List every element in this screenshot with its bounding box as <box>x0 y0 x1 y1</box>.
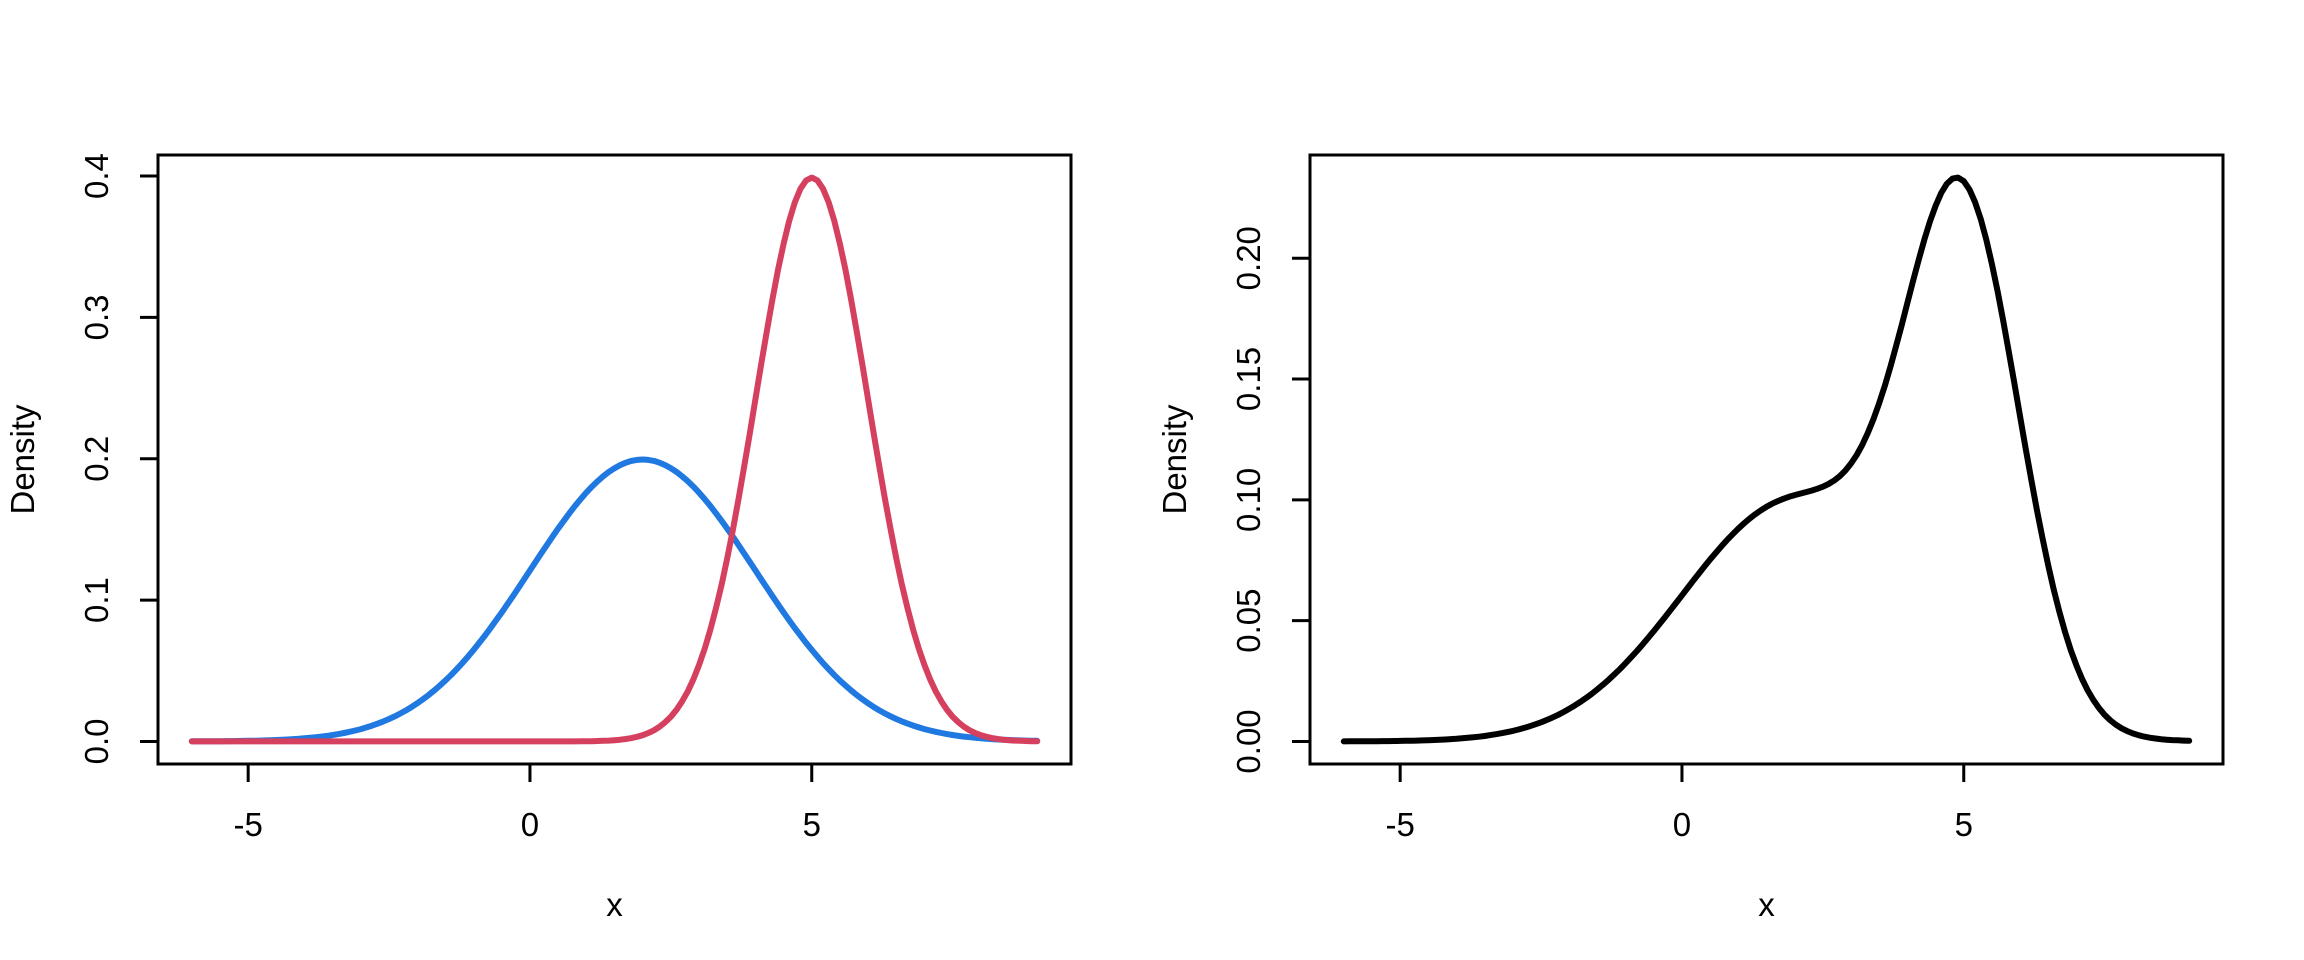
density-plot-right: -5 0 5 0.00 0.05 0.10 0.15 0.20 x Density <box>1156 153 2225 923</box>
y-axis-tick-label: 0.2 <box>78 436 115 482</box>
y-axis-tick-label: 0.4 <box>78 153 115 199</box>
x-axis-title: x <box>1758 886 1775 923</box>
y-axis-title: Density <box>4 404 41 515</box>
y-axis-tick-label: 0.3 <box>78 294 115 340</box>
density-curve-normal-mean5-sd1 <box>188 174 1041 745</box>
x-axis-tick-label: -5 <box>1386 806 1415 843</box>
plot-box <box>1308 153 2225 766</box>
y-axis-tick-label: 0.15 <box>1230 347 1267 411</box>
y-axis-tick-label: 0.1 <box>78 577 115 623</box>
x-axis-tick-label: 0 <box>1673 806 1691 843</box>
x-axis-tick-label: 5 <box>1955 806 1973 843</box>
x-axis-tick-label: 0 <box>521 806 539 843</box>
x-axis-title: x <box>606 886 623 923</box>
density-curve-mixture-half-normal2-2-half-normal5-1 <box>1340 174 2193 745</box>
y-axis-title: Density <box>1156 404 1193 515</box>
y-axis-tick-label: 0.20 <box>1230 226 1267 290</box>
y-axis-tick-label: 0.05 <box>1230 589 1267 653</box>
x-axis-tick-label: 5 <box>803 806 821 843</box>
y-axis-tick-label: 0.10 <box>1230 468 1267 532</box>
x-axis-tick-label: -5 <box>234 806 263 843</box>
density-curve-normal-mean2-sd2 <box>188 456 1041 745</box>
density-plot-left: -5 0 5 0.0 0.1 0.2 0.3 0.4 x Density <box>4 153 1073 923</box>
plot-box <box>156 153 1073 766</box>
y-axis-tick-label: 0.00 <box>1230 709 1267 773</box>
y-axis-tick-label: 0.0 <box>78 719 115 765</box>
